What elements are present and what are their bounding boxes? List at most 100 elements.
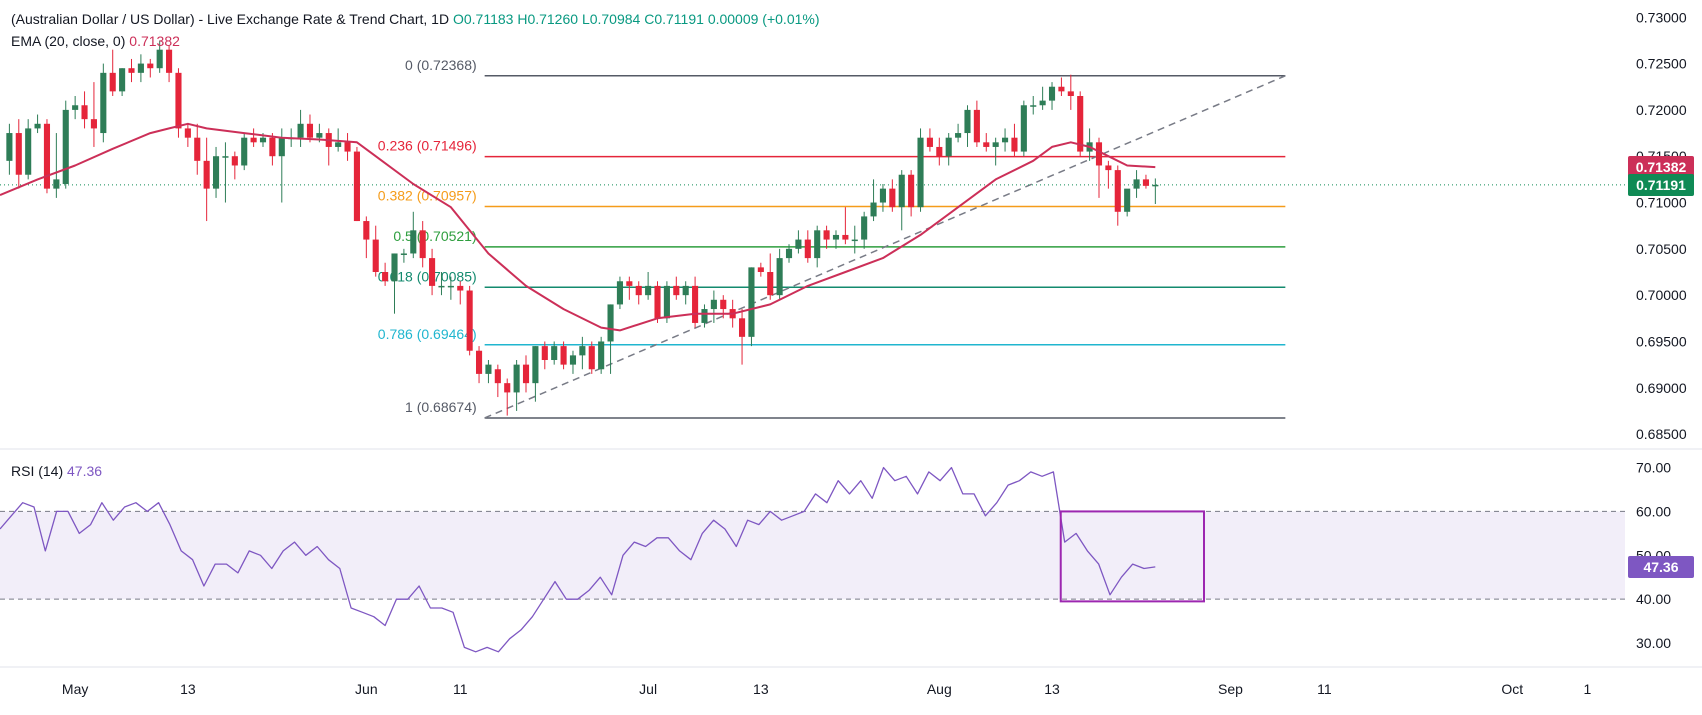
candle-body [372,239,379,272]
candle-body [90,119,97,129]
candle-body [269,137,276,157]
candle-body [1020,105,1027,152]
time-tick-label: Aug [927,681,952,697]
candle-body [306,123,314,138]
candle-body [1067,91,1074,96]
fib-level-label: 0.5 (0.70521) [393,228,476,244]
candle-body [391,253,398,282]
rsi-tick-label: 60.00 [1636,503,1671,519]
candle-body [607,304,614,342]
candle-body [832,234,840,240]
rsi-legend[interactable]: RSI (14) 47.36 [11,463,102,479]
candle-body [156,49,163,69]
rsi-highlight-box [1059,510,1206,603]
candle-body [1095,142,1103,166]
fib-level-label: 1 (0.68674) [405,399,477,415]
fib-level-label: 0.236 (0.71496) [378,138,477,154]
candle-body [738,318,746,337]
candle-body [344,142,351,152]
candle-body [53,179,60,189]
fib-level-label: 0.786 (0.69464) [378,326,477,342]
price-tick-label: 0.71000 [1636,195,1687,211]
price-tick-label: 0.69000 [1636,380,1687,396]
candle-body [1058,86,1065,92]
candle-body [532,346,539,384]
candle-body [222,156,229,158]
candle-body [757,267,764,272]
candle-body [598,341,605,370]
ema-legend[interactable]: EMA (20, close, 0) 0.71382 [11,33,180,49]
time-tick-label: May [62,681,88,697]
candle-body [992,142,999,147]
candle-body [645,285,652,296]
time-tick-label: 13 [1044,681,1060,697]
candle-body [429,258,436,286]
candle-body [588,346,595,370]
candle-body [964,109,971,134]
fib-trend-line [484,75,1286,419]
candle-body [560,346,567,365]
candle-body [569,355,577,365]
candle-body [278,137,285,157]
price-tick-label: 0.72500 [1636,56,1687,72]
candle-body [1011,137,1018,152]
fib-level-label: 0 (0.72368) [405,57,477,73]
candle-body [898,174,905,208]
fib-level-label: 0.618 (0.70085) [378,268,477,284]
candle-body [851,239,858,242]
candle-body [43,123,51,189]
fib-level-label: 0.382 (0.70957) [378,188,477,204]
candle-body [297,123,304,138]
candle-body [1048,86,1056,101]
candle-body [363,221,370,240]
price-tick-label: 0.72000 [1636,102,1687,118]
candle-body [166,49,173,73]
time-tick-label: Oct [1501,681,1523,697]
candle-body [861,216,868,240]
candle-body [908,174,915,208]
candle-body [231,156,238,166]
candle-body [1114,170,1121,212]
price-tick-label: 0.73000 [1636,9,1687,25]
candle-body [776,258,783,296]
candle-body [936,146,943,157]
candle-body [1152,184,1159,187]
candle-body [879,188,887,203]
candle-body [175,72,182,129]
candle-body [1002,137,1009,143]
candle-body [795,239,802,249]
rsi-value: 47.36 [67,463,103,479]
candle-body [635,285,642,296]
candle-body [100,72,107,134]
candle-body [710,299,717,310]
price-tick-label: 0.69500 [1636,333,1687,349]
price-tick-label: 0.70000 [1636,287,1687,303]
candle-body [457,285,464,291]
candle-body [616,281,623,305]
candle-body [804,239,811,259]
candle-body [335,142,342,147]
candle-body [1124,188,1131,212]
chart-title: (Australian Dollar / US Dollar) - Live E… [11,11,450,27]
time-tick-label: 1 [1584,681,1592,697]
candle-body [579,346,586,356]
candle-body [682,285,689,296]
candle-body [955,133,962,138]
candle-body [917,137,924,208]
time-tick-label: 13 [180,681,196,697]
candle-body [382,272,389,282]
ohlc-close: C0.71191 [644,11,704,27]
candle-body [316,133,323,138]
candle-body [748,267,755,337]
ohlc-change: 0.00009 (+0.01%) [707,11,820,27]
rsi-value-badge: 47.36 [1628,555,1694,578]
candle-body [72,105,79,110]
price-tick-label: 0.70500 [1636,241,1687,257]
candle-body [62,109,69,184]
rsi-tick-label: 30.00 [1636,635,1671,651]
candle-body [250,137,257,143]
candle-body [212,156,220,189]
candle-body [692,285,699,323]
candle-body [137,63,144,73]
